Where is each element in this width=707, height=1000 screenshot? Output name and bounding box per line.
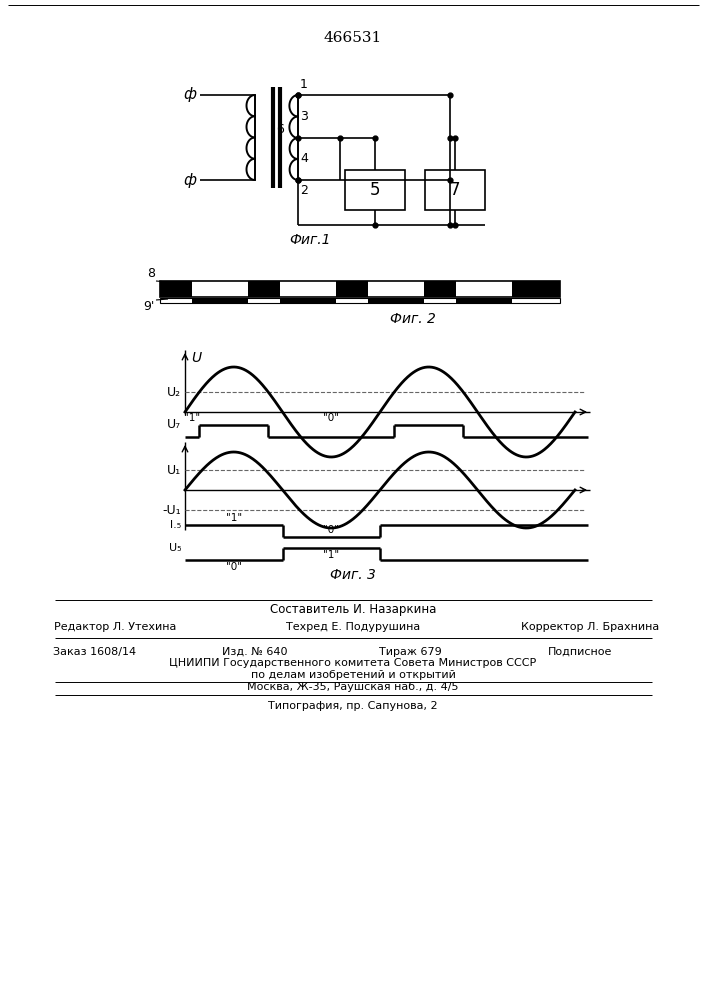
Text: "0": "0" bbox=[323, 413, 339, 423]
Text: Изд. № 640: Изд. № 640 bbox=[222, 647, 288, 657]
Bar bbox=[336, 281, 368, 297]
Bar bbox=[160, 281, 560, 297]
Text: Техред Е. Подурушина: Техред Е. Подурушина bbox=[286, 622, 420, 632]
Bar bbox=[368, 298, 424, 303]
Text: Подписное: Подписное bbox=[548, 647, 612, 657]
Text: -U₁: -U₁ bbox=[163, 504, 181, 516]
Bar bbox=[512, 281, 560, 297]
Text: Фиг. 2: Фиг. 2 bbox=[390, 312, 436, 326]
Text: 8: 8 bbox=[147, 267, 155, 280]
Bar bbox=[425, 170, 485, 210]
Text: "1": "1" bbox=[184, 413, 200, 423]
Bar bbox=[248, 281, 280, 297]
Bar bbox=[160, 298, 560, 303]
Text: Тираж 679: Тираж 679 bbox=[379, 647, 441, 657]
Text: по делам изобретений и открытий: по делам изобретений и открытий bbox=[250, 670, 455, 680]
Text: 9': 9' bbox=[144, 300, 155, 313]
Text: 466531: 466531 bbox=[324, 31, 382, 45]
Text: "0": "0" bbox=[226, 562, 242, 572]
Text: 2: 2 bbox=[300, 184, 308, 197]
Text: Заказ 1608/14: Заказ 1608/14 bbox=[54, 647, 136, 657]
Text: "1": "1" bbox=[323, 550, 339, 560]
Text: Составитель И. Назаркина: Составитель И. Назаркина bbox=[270, 602, 436, 615]
Text: U₁: U₁ bbox=[167, 464, 181, 477]
Text: Фиг. 3: Фиг. 3 bbox=[330, 568, 376, 582]
Text: 5: 5 bbox=[370, 181, 380, 199]
Text: l.₅: l.₅ bbox=[170, 520, 181, 530]
Text: U: U bbox=[191, 351, 201, 365]
Text: ф: ф bbox=[183, 172, 196, 188]
Text: 6: 6 bbox=[276, 123, 284, 136]
Text: Корректор Л. Брахнина: Корректор Л. Брахнина bbox=[521, 622, 659, 632]
Bar bbox=[192, 298, 248, 303]
Text: Редактор Л. Утехина: Редактор Л. Утехина bbox=[54, 622, 176, 632]
Text: "0": "0" bbox=[323, 525, 339, 535]
Text: ЦНИИПИ Государственного комитета Совета Министров СССР: ЦНИИПИ Государственного комитета Совета … bbox=[170, 658, 537, 668]
Text: U₅: U₅ bbox=[168, 543, 181, 553]
Bar bbox=[280, 298, 336, 303]
Text: 4: 4 bbox=[300, 152, 308, 165]
Bar bbox=[456, 298, 512, 303]
Text: Типография, пр. Сапунова, 2: Типография, пр. Сапунова, 2 bbox=[268, 701, 438, 711]
Text: 7: 7 bbox=[450, 181, 460, 199]
Text: Москва, Ж-35, Раушская наб., д. 4/5: Москва, Ж-35, Раушская наб., д. 4/5 bbox=[247, 682, 459, 692]
Text: U₂: U₂ bbox=[167, 385, 181, 398]
Text: 3: 3 bbox=[300, 110, 308, 123]
Bar bbox=[345, 170, 405, 210]
Text: Фиг.1: Фиг.1 bbox=[289, 233, 331, 247]
Text: "1": "1" bbox=[226, 513, 242, 523]
Text: 1: 1 bbox=[300, 78, 308, 91]
Bar bbox=[160, 281, 192, 297]
Text: U₇: U₇ bbox=[167, 418, 181, 432]
Bar bbox=[424, 281, 456, 297]
Text: ф: ф bbox=[183, 88, 196, 103]
